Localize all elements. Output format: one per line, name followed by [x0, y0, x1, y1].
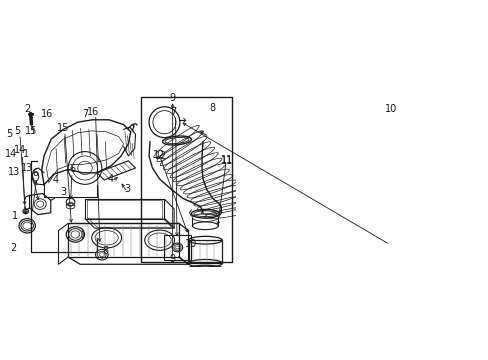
Text: 12: 12 [152, 150, 164, 160]
Text: 8: 8 [102, 246, 108, 256]
Text: 16: 16 [87, 107, 99, 117]
Text: 10: 10 [384, 104, 396, 114]
Text: 11: 11 [220, 156, 232, 166]
Text: 15: 15 [25, 126, 38, 136]
Text: 7: 7 [82, 109, 88, 120]
Bar [141, 97, 232, 262]
Text: 6: 6 [32, 168, 39, 178]
Text: 9: 9 [169, 254, 175, 264]
Text: 8: 8 [209, 103, 215, 113]
Text: 5: 5 [6, 129, 12, 139]
Text: 12: 12 [154, 151, 167, 161]
Text: 2: 2 [11, 243, 17, 253]
Text: 7: 7 [170, 107, 176, 117]
Bar [163, 235, 191, 260]
Text: 3: 3 [123, 184, 130, 194]
Text: 9: 9 [169, 93, 175, 103]
Text: 4: 4 [107, 174, 113, 184]
Text: 15: 15 [57, 123, 69, 133]
Text: 13: 13 [7, 167, 20, 177]
Text: 5: 5 [15, 126, 20, 136]
Text: 10: 10 [185, 239, 197, 249]
Text: 2: 2 [24, 104, 30, 114]
Text: 3: 3 [60, 187, 66, 197]
Text: 14: 14 [14, 145, 26, 155]
Text: 1: 1 [23, 149, 29, 158]
Text: 13: 13 [21, 163, 33, 173]
Text: 14: 14 [4, 149, 17, 159]
Text: 11: 11 [221, 155, 233, 165]
Text: 4: 4 [52, 175, 58, 185]
Text: 16: 16 [41, 109, 53, 119]
Text: 6: 6 [69, 165, 75, 174]
Text: 1: 1 [12, 211, 18, 221]
